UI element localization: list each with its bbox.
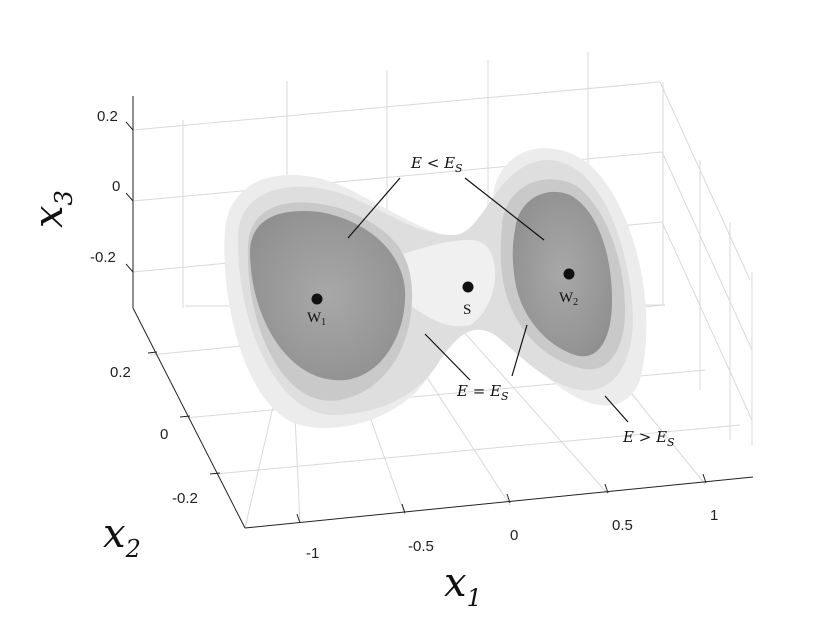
- x3-axis-title: x3: [26, 190, 78, 228]
- x2-tick-label: 0: [160, 426, 168, 443]
- x2-tick-labels: 0.2 0 -0.2: [110, 364, 198, 507]
- leader-above: [604, 395, 629, 423]
- saddle-label: S: [463, 302, 471, 318]
- label-e-below-es: E < ES: [410, 154, 463, 175]
- well-2-point: [563, 268, 575, 280]
- x3-tick-label: 0.2: [97, 108, 118, 125]
- inner-shell-left: [250, 210, 406, 381]
- stationary-points: W1 S W2: [307, 268, 578, 328]
- leader-below-left: [347, 177, 401, 239]
- x1-tick-label: 0.5: [612, 517, 633, 534]
- x3-tick-labels: 0.2 0 -0.2: [90, 108, 120, 266]
- well-1-label: W1: [307, 310, 326, 328]
- leader-at-left: [424, 333, 471, 381]
- label-e-above-es: E > ES: [622, 428, 675, 449]
- leader-below-right: [464, 177, 545, 241]
- saddle-point: [462, 281, 474, 293]
- saddle-neck: [400, 240, 495, 327]
- axes: [125, 96, 754, 529]
- x2-tick-label: -0.2: [172, 490, 198, 507]
- well-1-point: [311, 293, 323, 305]
- x1-tick-label: -1: [306, 545, 319, 562]
- x3-tick-label: -0.2: [90, 249, 116, 266]
- x1-tick-label: 1: [710, 507, 718, 524]
- x1-tick-label: 0: [510, 527, 518, 544]
- label-e-equals-es: E = ES: [456, 382, 509, 403]
- x1-tick-label: -0.5: [408, 538, 434, 555]
- x2-tick-label: 0.2: [110, 364, 131, 381]
- leader-at-right: [511, 324, 528, 377]
- x1-tick-labels: -1 -0.5 0 0.5 1: [306, 507, 718, 562]
- annotation-leaders: [347, 177, 629, 423]
- isosurfaces: [224, 148, 647, 428]
- x3-tick-label: 0: [112, 178, 120, 195]
- x2-axis-title: x2: [103, 511, 141, 563]
- well-2-label: W2: [559, 290, 578, 308]
- inner-shell-right: [512, 191, 612, 357]
- x1-axis-title: x1: [444, 560, 482, 612]
